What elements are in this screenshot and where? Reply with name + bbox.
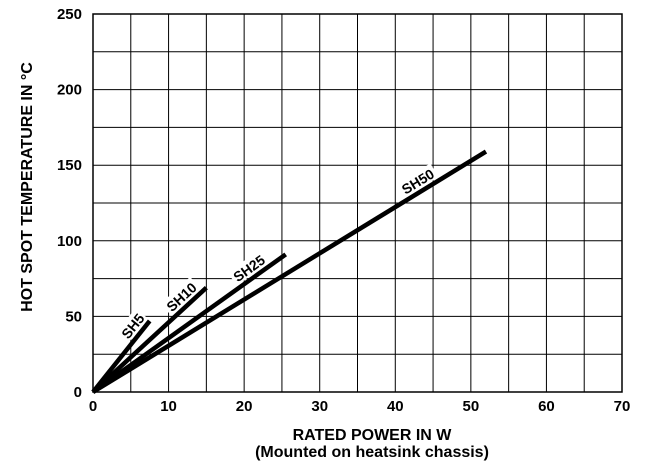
series-line-sh25 bbox=[91, 252, 288, 394]
x-tick-label: 60 bbox=[538, 398, 555, 415]
series-line-sh10 bbox=[91, 286, 208, 394]
y-tick-label: 200 bbox=[57, 82, 82, 99]
grid bbox=[92, 13, 623, 393]
tick-labels: 0 10 20 30 40 50 60 70 0 50 100 150 200 250 bbox=[57, 6, 630, 415]
y-tick-label: 100 bbox=[57, 233, 82, 250]
x-tick-label: 30 bbox=[311, 398, 328, 415]
series-label-bg bbox=[396, 163, 439, 198]
x-tick-label: 20 bbox=[236, 398, 253, 415]
y-tick-label: 250 bbox=[57, 6, 82, 23]
plot-frame bbox=[92, 13, 623, 393]
y-axis-title: HOT SPOT TEMPERATURE IN °C bbox=[19, 62, 36, 312]
y-tick-label: 50 bbox=[65, 308, 82, 325]
x-tick-label: 40 bbox=[387, 398, 404, 415]
x-axis-title: RATED POWER IN W bbox=[293, 427, 453, 444]
x-tick-label: 0 bbox=[89, 398, 97, 415]
series-line-sh50 bbox=[91, 149, 488, 394]
x-tick-label: 70 bbox=[614, 398, 631, 415]
x-tick-label: 50 bbox=[463, 398, 480, 415]
y-tick-label: 0 bbox=[74, 384, 82, 401]
series-label-bg bbox=[227, 249, 270, 286]
series-line-sh5 bbox=[91, 319, 152, 394]
y-tick-label: 150 bbox=[57, 157, 82, 174]
series-label-bg bbox=[116, 308, 148, 343]
x-axis-subtitle: (Mounted on heatsink chassis) bbox=[255, 444, 489, 461]
series-label-bg bbox=[160, 276, 201, 316]
x-tick-label: 10 bbox=[160, 398, 177, 415]
